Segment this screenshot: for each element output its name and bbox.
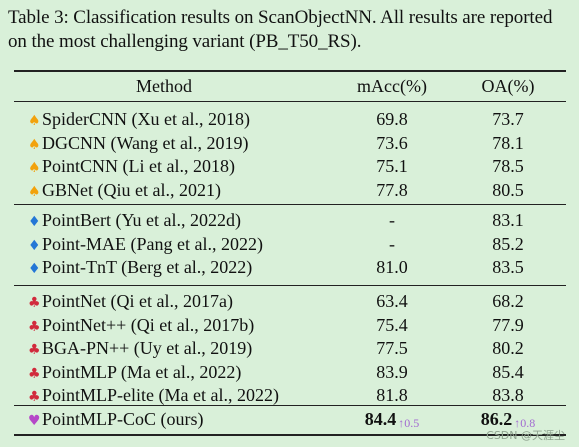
method-name: BGA-PN++ (Uy et al., 2019) [42,338,253,358]
header-oa: OA(%) [481,76,535,96]
method-cell: ♦PointBert (Yu et al., 2022d) [28,209,241,233]
table-row: ♣BGA-PN++ (Uy et al., 2019) 77.5 80.2 [14,337,566,359]
method-name: PointNet (Qi et al., 2017a) [42,291,233,311]
table-row: ♠SpiderCNN (Xu et al., 2018) 69.8 73.7 [14,108,566,130]
diamond-icon: ♦ [28,214,41,230]
table-header: Method mAcc(%) OA(%) [14,75,566,97]
header-macc: mAcc(%) [357,76,427,96]
method-name: GBNet (Qiu et al., 2021) [42,179,221,200]
oa-cell: 86.2 ↑0.8 [454,408,562,432]
macc-cell: 63.4 [376,291,408,311]
club-icon: ♣ [28,342,41,358]
table-row: ♣PointNet++ (Qi et al., 2017b) 75.4 77.9 [14,314,566,336]
method-name: Point-MAE (Pang et al., 2022) [42,233,263,254]
method-cell: ♣BGA-PN++ (Uy et al., 2019) [28,337,252,361]
spade-icon: ♠ [28,136,41,153]
method-name: PointNet++ (Qi et al., 2017b) [42,314,255,335]
macc-cell: 75.1 [376,156,408,176]
method-cell: ♣PointMLP-elite (Ma et al., 2022) [28,384,279,408]
table-row: ♣PointNet (Qi et al., 2017a) 63.4 68.2 [14,290,566,312]
method-name: PointMLP-elite (Ma et al., 2022) [42,385,279,405]
method-name: PointCNN (Li et al., 2018) [42,156,235,176]
method-name: PointBert (Yu et al., 2022d) [42,210,241,230]
watermark: CSDN @天涯尘 [486,429,565,442]
method-cell: ♣PointMLP (Ma et al., 2022) [28,361,241,385]
method-cell: ♣PointNet (Qi et al., 2017a) [28,290,233,314]
heart-icon: ♥ [28,413,41,429]
table-row: ♠PointCNN (Li et al., 2018) 75.1 78.5 [14,155,566,177]
method-name: DGCNN (Wang et al., 2019) [42,132,249,153]
table-row: ♦Point-MAE (Pang et al., 2022) - 85.2 [14,233,566,255]
spade-icon: ♠ [28,183,41,200]
table-row-ours: ♥PointMLP-CoC (ours) 84.4 ↑0.5 86.2 ↑0.8 [14,408,566,430]
ours-separator [14,405,566,406]
macc-cell: 81.8 [376,385,408,405]
method-cell: ♠PointCNN (Li et al., 2018) [28,155,235,179]
club-icon: ♣ [28,389,41,405]
diamond-icon: ♦ [28,261,41,277]
oa-cell: 78.1 [492,132,524,153]
oa-cell: 80.5 [492,179,524,200]
oa-cell: 83.5 [492,257,524,277]
oa-cell: 85.2 [492,233,524,254]
oa-cell: 83.8 [492,385,524,405]
method-cell: ♦Point-MAE (Pang et al., 2022) [28,233,263,257]
table-row: ♠DGCNN (Wang et al., 2019) 73.6 78.1 [14,132,566,154]
macc-gain: ↑0.5 [398,416,420,430]
oa-cell: 78.5 [492,156,524,176]
header-rule [14,101,566,102]
header-method: Method [136,76,192,96]
table-row: ♦PointBert (Yu et al., 2022d) - 83.1 [14,209,566,231]
method-cell: ♣PointNet++ (Qi et al., 2017b) [28,314,254,338]
table-row: ♦Point-TnT (Berg et al., 2022) 81.0 83.5 [14,256,566,278]
oa-gain: ↑0.8 [514,416,536,430]
oa-cell: 85.4 [492,361,524,382]
method-cell: ♥PointMLP-CoC (ours) [28,408,204,432]
macc-cell: 81.0 [376,257,408,277]
spade-icon: ♠ [28,113,41,129]
table-row: ♠GBNet (Qiu et al., 2021) 77.8 80.5 [14,179,566,201]
diamond-icon: ♦ [28,237,41,254]
club-icon: ♣ [28,295,41,311]
table-row: ♣PointMLP (Ma et al., 2022) 83.9 85.4 [14,361,566,383]
method-cell: ♦Point-TnT (Berg et al., 2022) [28,256,252,280]
macc-cell: 75.4 [376,314,408,335]
macc-cell: 83.9 [376,361,408,382]
table-caption: Table 3: Classification results on ScanO… [8,7,553,52]
spade-icon: ♠ [28,160,41,176]
oa-cell: 68.2 [492,291,524,311]
bottom-rule [14,434,566,436]
group-separator [14,204,566,205]
club-icon: ♣ [28,318,41,335]
oa-cell: 77.9 [492,314,524,335]
macc-value: 84.4 [364,409,397,429]
macc-cell: - [389,210,395,230]
macc-cell: 73.6 [376,132,408,153]
oa-value: 86.2 [480,409,513,429]
oa-cell: 83.1 [492,210,524,230]
table-row: ♣PointMLP-elite (Ma et al., 2022) 81.8 83.… [14,384,566,406]
macc-cell: - [389,233,395,254]
method-cell: ♠GBNet (Qiu et al., 2021) [28,179,221,203]
method-name: PointMLP-CoC (ours) [42,409,204,429]
macc-cell: 77.8 [376,179,408,200]
macc-cell: 69.8 [376,109,408,129]
oa-cell: 73.7 [492,109,524,129]
macc-cell: 84.4 ↑0.5 [332,408,452,432]
method-cell: ♠DGCNN (Wang et al., 2019) [28,132,249,156]
method-cell: ♠SpiderCNN (Xu et al., 2018) [28,108,250,132]
method-name: PointMLP (Ma et al., 2022) [42,361,242,382]
top-rule [14,70,566,72]
method-name: SpiderCNN (Xu et al., 2018) [42,109,250,129]
oa-cell: 80.2 [492,338,524,358]
group-separator [14,285,566,286]
macc-cell: 77.5 [376,338,408,358]
method-name: Point-TnT (Berg et al., 2022) [42,257,253,277]
club-icon: ♣ [28,365,41,382]
